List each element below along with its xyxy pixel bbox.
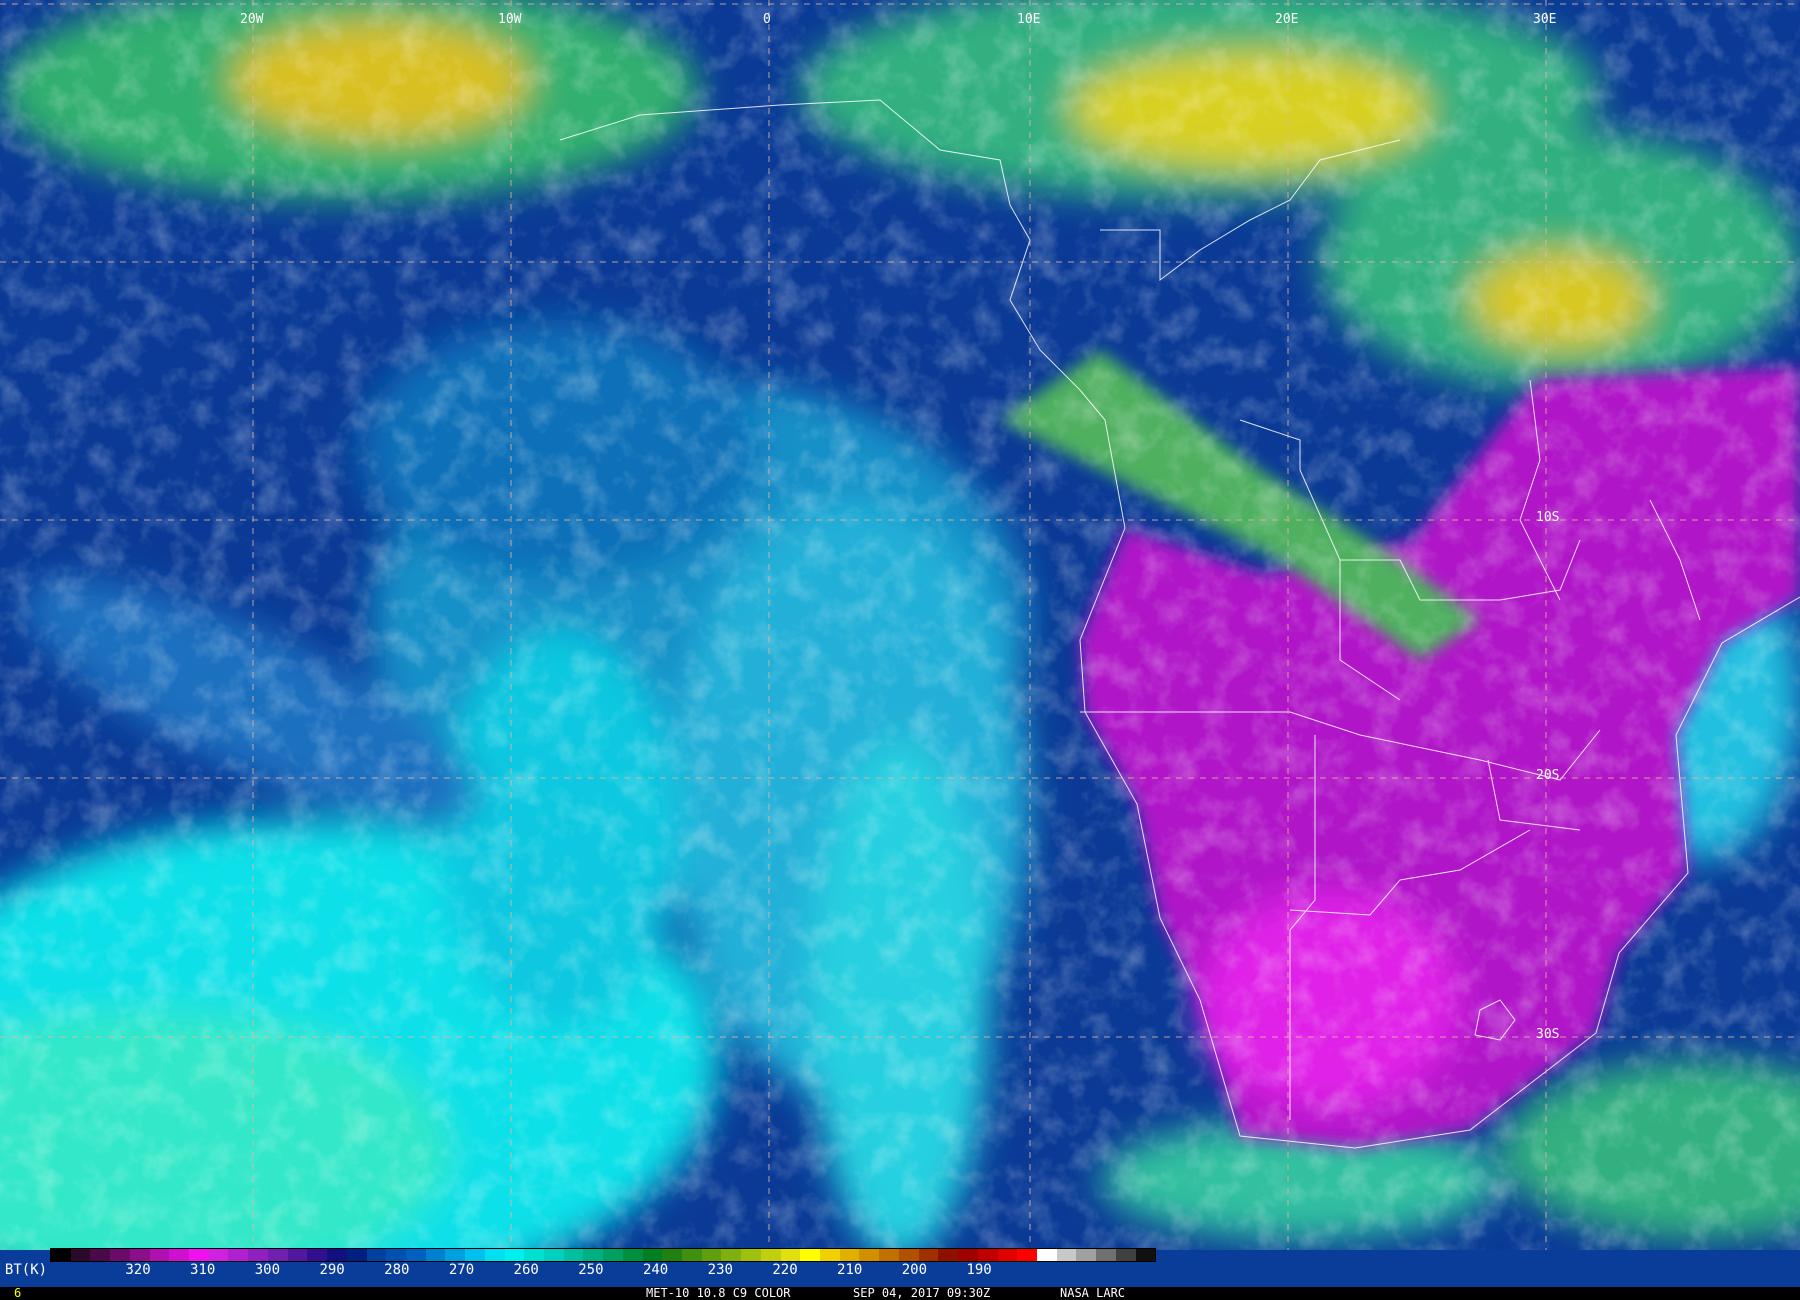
colorbar-swatch: [366, 1249, 387, 1261]
frame-number: 6: [14, 1286, 22, 1300]
colorbar-swatch: [1076, 1249, 1097, 1261]
colorbar-swatch: [129, 1249, 150, 1261]
colorbar-swatch: [346, 1249, 367, 1261]
colorbar-swatch: [504, 1249, 525, 1261]
colorbar-swatch: [662, 1249, 682, 1261]
colorbar-swatch: [1096, 1249, 1116, 1261]
colorbar-swatch: [110, 1249, 130, 1261]
lon-label-20w: 20W: [240, 12, 264, 27]
source-label: NASA LARC: [1060, 1286, 1126, 1300]
colorbar-swatch: [70, 1249, 91, 1261]
colorbar-swatch: [938, 1249, 959, 1261]
colorbar-tick-label: 220: [772, 1262, 798, 1278]
colorbar-swatch: [977, 1249, 998, 1261]
colorbar-swatch: [1115, 1249, 1136, 1261]
colorbar-swatch: [820, 1249, 840, 1261]
graticule: [0, 0, 1800, 1250]
lat-label-30s: 30S: [1536, 1027, 1560, 1042]
colorbar-swatch: [603, 1249, 623, 1261]
colorbar-tick-label: 240: [642, 1262, 669, 1278]
colorbar-swatch: [189, 1249, 209, 1261]
colorbar-swatch: [307, 1249, 328, 1261]
product-label: MET-10 10.8 C9 COLOR: [646, 1286, 791, 1300]
lat-label-10s: 10S: [1536, 510, 1560, 525]
colorbar-swatch: [898, 1249, 919, 1261]
colorbar-swatch: [169, 1249, 190, 1261]
colorbar-tick-label: 260: [513, 1262, 539, 1278]
colorbar-tick-label: 230: [707, 1262, 733, 1278]
colorbar-tick-label: 270: [448, 1262, 475, 1278]
country-borders: [559, 99, 1800, 1149]
colorbar-swatch: [800, 1249, 821, 1261]
lat-label-20s: 20S: [1536, 768, 1560, 783]
colorbar-swatch: [248, 1249, 268, 1261]
brightness-temperature-colorbar: [50, 1248, 1156, 1262]
colorbar-swatch: [721, 1249, 742, 1261]
lon-label-20e: 20E: [1275, 12, 1299, 27]
colorbar-tick-label: 200: [901, 1262, 928, 1278]
colorbar-swatch: [484, 1249, 505, 1261]
colorbar-swatch: [405, 1249, 426, 1261]
colorbar-swatch: [267, 1249, 288, 1261]
lon-label-10e: 10E: [1017, 12, 1041, 27]
cloud-texture: [0, 0, 1800, 1250]
footer-bar: 6 MET-10 10.8 C9 COLOR SEP 04, 2017 09:3…: [0, 1287, 1800, 1300]
colorbar-tick-label: 290: [319, 1262, 345, 1278]
colorbar-swatch: [327, 1249, 347, 1261]
colorbar-swatch: [1036, 1249, 1057, 1261]
colorbar-swatch: [958, 1249, 978, 1261]
colorbar-swatch: [682, 1249, 702, 1261]
infrared-satellite-map: [0, 0, 1800, 1250]
colorbar-swatch: [465, 1249, 485, 1261]
colorbar-swatch: [90, 1249, 111, 1261]
colorbar-tick-label: 280: [384, 1262, 410, 1278]
colorbar-tick-label: 300: [254, 1262, 281, 1278]
colorbar-swatch: [425, 1249, 446, 1261]
colorbar-tick-label: 190: [966, 1262, 992, 1278]
lon-label-0: 0: [763, 12, 771, 27]
colorbar-swatch: [997, 1249, 1018, 1261]
colorbar-swatch: [701, 1249, 722, 1261]
colorbar-swatch: [543, 1249, 564, 1261]
colorbar-swatch: [287, 1249, 308, 1261]
colorbar-swatch: [1135, 1249, 1156, 1261]
colorbar-swatch: [760, 1249, 781, 1261]
colorbar-swatch: [51, 1249, 71, 1261]
colorbar-swatch: [918, 1249, 939, 1261]
colorbar-swatch: [1056, 1249, 1077, 1261]
colorbar-tick-label: 210: [837, 1262, 863, 1278]
colorbar-swatch: [445, 1249, 466, 1261]
colorbar-swatch: [208, 1249, 229, 1261]
lon-label-30e: 30E: [1533, 12, 1557, 27]
colorbar-unit-label: BT(K): [4, 1262, 48, 1278]
colorbar-swatch: [524, 1249, 544, 1261]
colorbar-swatch: [839, 1249, 860, 1261]
lon-label-10w: 10W: [498, 12, 522, 27]
colorbar-tick-label: 250: [578, 1262, 604, 1278]
colorbar-swatch: [642, 1249, 663, 1261]
colorbar-swatch: [879, 1249, 899, 1261]
colorbar-swatch: [622, 1249, 643, 1261]
colorbar-swatch: [386, 1249, 406, 1261]
colorbar-swatch: [149, 1249, 170, 1261]
colorbar-swatch: [741, 1249, 761, 1261]
colorbar-swatch: [859, 1249, 880, 1261]
datetime-label: SEP 04, 2017 09:30Z: [853, 1286, 991, 1300]
colorbar-swatch: [583, 1249, 604, 1261]
colorbar-tick-label: 320: [125, 1262, 151, 1278]
colorbar-tick-label: 310: [190, 1262, 216, 1278]
colorbar-swatch: [1017, 1249, 1037, 1261]
colorbar-swatch: [228, 1249, 249, 1261]
colorbar-swatch: [563, 1249, 584, 1261]
colorbar-swatch: [780, 1249, 801, 1261]
